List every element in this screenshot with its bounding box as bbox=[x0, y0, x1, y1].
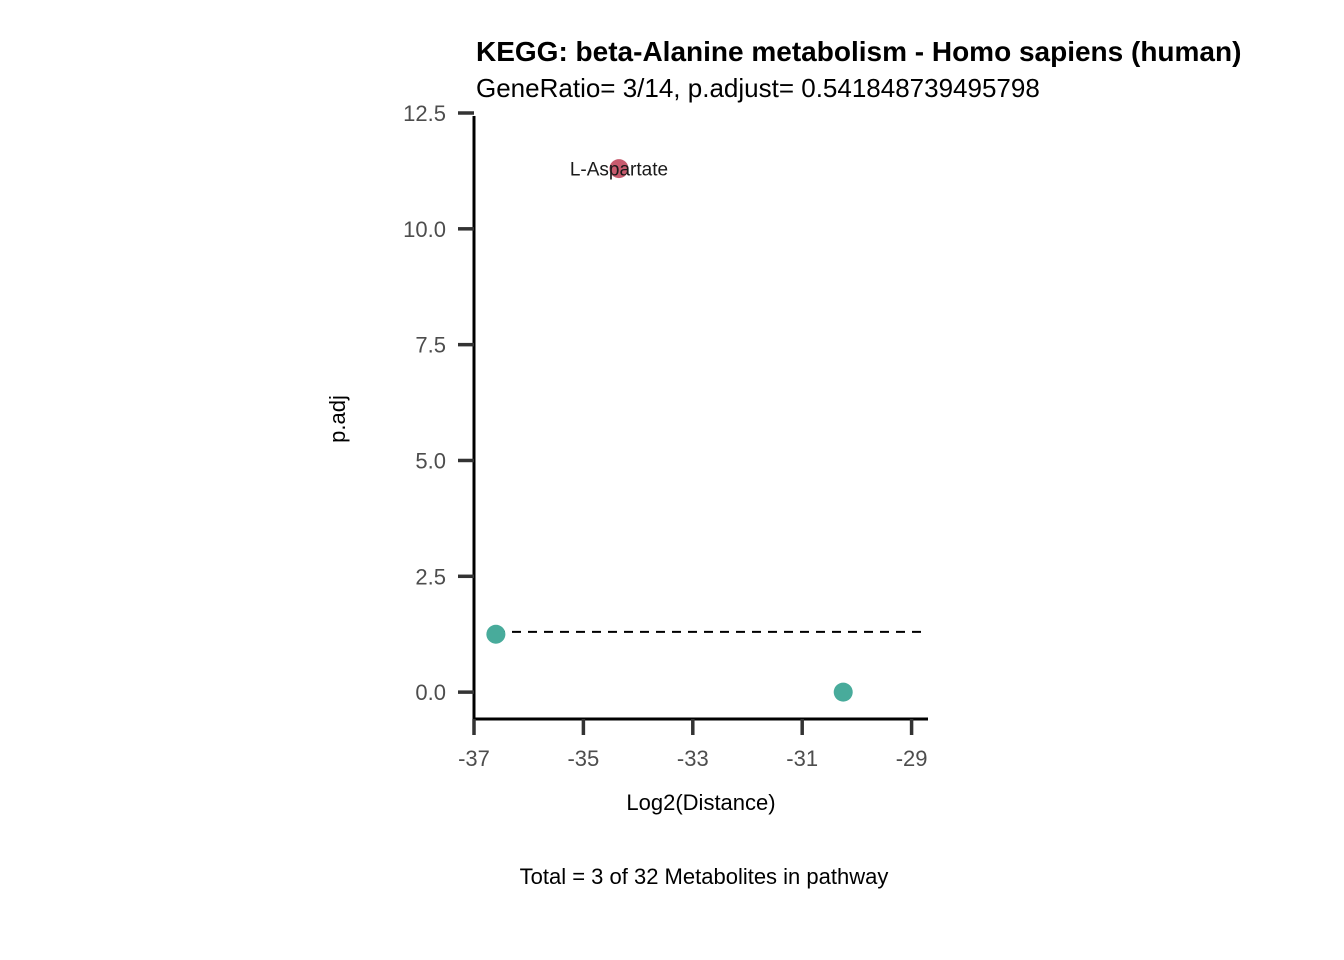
y-tick-label: 0.0 bbox=[415, 680, 446, 705]
x-tick-label: -37 bbox=[458, 746, 490, 771]
x-tick-label: -33 bbox=[677, 746, 709, 771]
y-axis: 0.0 2.5 5.0 7.5 10.0 12.5 bbox=[403, 101, 476, 720]
data-point bbox=[833, 682, 853, 702]
point-label: L-Aspartate bbox=[570, 160, 668, 181]
data-point bbox=[486, 624, 506, 644]
x-tick-label: -29 bbox=[896, 746, 928, 771]
point-labels-layer: L-Aspartate bbox=[570, 160, 668, 181]
x-axis-title: Log2(Distance) bbox=[626, 790, 775, 815]
plot-area: L-Aspartate bbox=[486, 159, 922, 702]
y-tick-label: 2.5 bbox=[415, 564, 446, 589]
x-tick-label: -35 bbox=[567, 746, 599, 771]
y-axis-title: p.adj bbox=[325, 395, 350, 443]
y-tick-label: 5.0 bbox=[415, 448, 446, 473]
data-point bbox=[609, 159, 629, 179]
chart-caption: Total = 3 of 32 Metabolites in pathway bbox=[520, 864, 889, 889]
chart-subtitle: GeneRatio= 3/14, p.adjust= 0.54184873949… bbox=[476, 73, 1040, 103]
y-tick-label: 7.5 bbox=[415, 333, 446, 358]
chart-title: KEGG: beta-Alanine metabolism - Homo sap… bbox=[476, 36, 1241, 67]
y-tick-label: 12.5 bbox=[403, 101, 446, 126]
y-tick-label: 10.0 bbox=[403, 217, 446, 242]
points-layer bbox=[486, 159, 853, 702]
x-tick-label: -31 bbox=[786, 746, 818, 771]
x-axis: -37 -35 -33 -31 -29 bbox=[458, 717, 928, 771]
